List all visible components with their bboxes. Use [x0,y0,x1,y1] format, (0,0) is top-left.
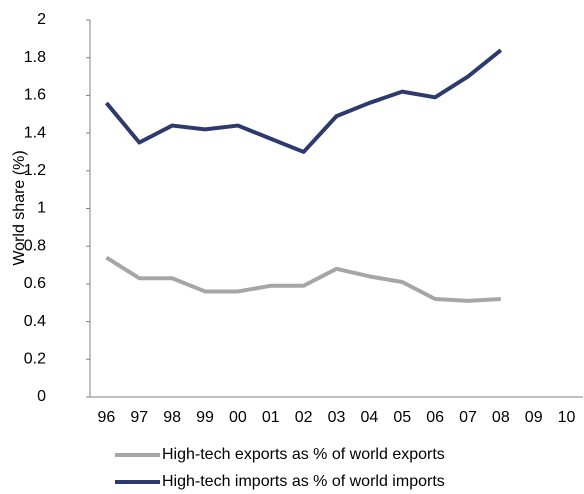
y-tick-label: 0.8 [24,237,46,254]
y-tick-label: 1.8 [24,49,46,66]
legend-label: High-tech exports as % of world exports [162,446,445,463]
x-tick-label: 02 [295,409,313,426]
x-tick-label: 03 [328,409,346,426]
x-tick-label: 00 [229,409,247,426]
x-tick-label: 09 [525,409,543,426]
x-tick-label: 08 [492,409,510,426]
x-tick-label: 10 [558,409,576,426]
x-tick-label: 01 [262,409,280,426]
y-axis-label: World share (%) [11,150,28,265]
x-tick-label: 99 [196,409,214,426]
x-tick-label: 06 [426,409,444,426]
y-tick-label: 0.2 [24,351,46,368]
x-tick-label: 05 [393,409,411,426]
y-tick-label: 0 [37,388,46,405]
y-tick-label: 1.6 [24,87,46,104]
x-tick-label: 07 [459,409,477,426]
x-tick-label: 98 [163,409,181,426]
series-line [104,48,503,154]
y-tick-label: 0.6 [24,275,46,292]
x-tick-label: 96 [98,409,116,426]
y-tick-label: 2 [37,11,46,28]
x-tick-label: 04 [360,409,378,426]
series-line [105,255,501,303]
y-tick-label: 1 [37,200,46,217]
y-tick-label: 0.4 [24,313,46,330]
x-tick-label: 97 [130,409,148,426]
y-tick-label: 1.4 [24,124,46,141]
legend-label: High-tech imports as % of world imports [162,473,445,490]
y-tick-label: 1.2 [24,162,46,179]
